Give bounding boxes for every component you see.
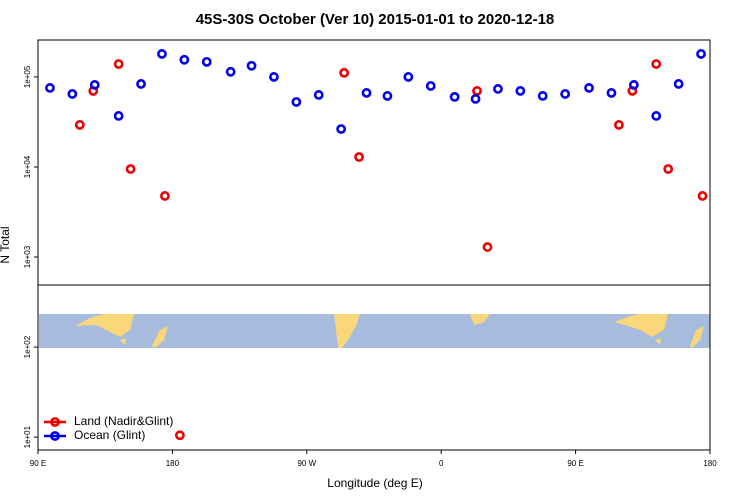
- point: [269, 72, 279, 82]
- plot-frame: [37, 39, 711, 451]
- point: [336, 124, 347, 134]
- x-tick-label: 180: [166, 459, 180, 468]
- point: [160, 191, 170, 201]
- legend-label: Land (Nadir&Glint): [74, 414, 173, 428]
- x-tick-label: 90 W: [297, 459, 316, 468]
- point: [493, 84, 503, 94]
- point: [339, 67, 350, 78]
- point: [225, 66, 236, 77]
- point: [291, 97, 302, 107]
- point: [125, 164, 136, 174]
- point: [74, 120, 85, 130]
- map-strip: [39, 314, 710, 348]
- point: [651, 59, 662, 69]
- x-tick-label: 90 E: [30, 459, 46, 468]
- point: [113, 111, 124, 121]
- y-tick-label: 1e+05: [23, 65, 32, 88]
- point: [628, 80, 639, 90]
- legend-marker: [50, 417, 60, 427]
- point: [697, 191, 708, 201]
- point: [560, 89, 571, 99]
- point: [382, 91, 393, 101]
- point: [113, 59, 124, 69]
- legend-marker: [50, 431, 60, 441]
- point: [614, 120, 624, 130]
- point: [89, 80, 100, 90]
- y-tick-label: 1e+01: [23, 425, 32, 448]
- point: [67, 89, 78, 99]
- point: [470, 94, 481, 104]
- y-tick-label: 1e+03: [23, 245, 32, 268]
- y-tick-label: 1e+04: [23, 155, 32, 178]
- point: [313, 90, 324, 100]
- point: [361, 88, 372, 98]
- point: [673, 79, 684, 89]
- point: [354, 152, 364, 162]
- point: [201, 56, 212, 67]
- x-tick-label: 0: [439, 459, 444, 468]
- x-axis-label: Longitude (deg E): [327, 476, 422, 490]
- x-tick-label: 90 E: [567, 459, 583, 468]
- point: [482, 242, 493, 252]
- point: [696, 49, 706, 59]
- x-tick-label: 180: [703, 459, 717, 468]
- point: [651, 111, 662, 121]
- point: [174, 430, 185, 441]
- point: [584, 83, 594, 93]
- point: [157, 49, 167, 59]
- point: [45, 83, 55, 93]
- point: [425, 81, 436, 91]
- legend-label: Ocean (Glint): [74, 428, 145, 442]
- point: [515, 86, 526, 96]
- point: [136, 79, 146, 89]
- chart-title: 45S-30S October (Ver 10) 2015-01-01 to 2…: [196, 11, 555, 28]
- y-tick-label: 1e+02: [23, 335, 32, 358]
- point: [179, 54, 190, 65]
- y-axis-label: N Total: [0, 226, 12, 263]
- point: [472, 86, 482, 96]
- point: [663, 164, 674, 174]
- point: [606, 88, 617, 98]
- point: [449, 91, 460, 102]
- point: [403, 72, 414, 82]
- point: [246, 60, 257, 71]
- point: [537, 91, 548, 101]
